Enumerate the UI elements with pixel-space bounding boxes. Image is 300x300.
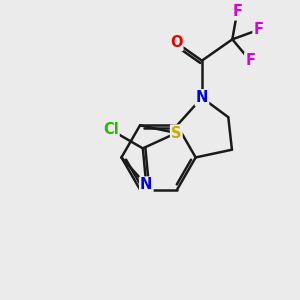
Text: O: O — [170, 35, 182, 50]
Text: F: F — [254, 22, 263, 37]
Text: N: N — [140, 178, 152, 193]
Text: F: F — [232, 4, 242, 20]
Text: N: N — [196, 90, 208, 105]
Text: S: S — [171, 125, 181, 140]
Text: Cl: Cl — [103, 122, 118, 137]
Text: F: F — [245, 53, 255, 68]
